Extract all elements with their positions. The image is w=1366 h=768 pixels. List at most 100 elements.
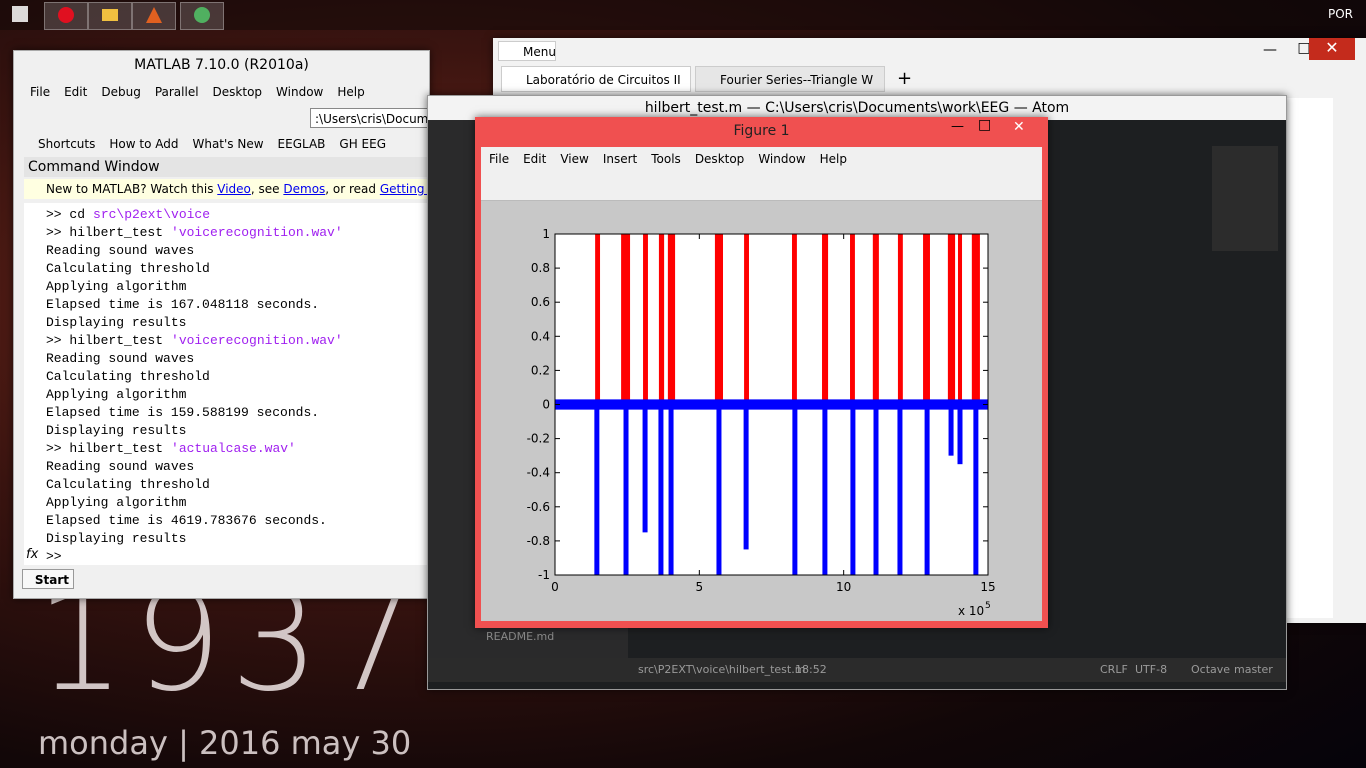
- minimize[interactable]: —: [951, 119, 964, 134]
- menu-item[interactable]: Window: [276, 85, 324, 99]
- matlab-icon[interactable]: [132, 2, 176, 30]
- output: Applying algorithm: [46, 495, 187, 510]
- command-line: Elapsed time is 159.588199 seconds.: [46, 405, 429, 423]
- output: Reading sound waves: [46, 351, 195, 366]
- output: Elapsed time is 167.048118 seconds.: [46, 297, 320, 312]
- shortcut[interactable]: EEGLAB: [277, 137, 326, 151]
- command: >> cd: [46, 207, 86, 222]
- status-item[interactable]: CRLF: [1100, 663, 1128, 676]
- shortcuts-bar: Shortcuts How to Add What's New EEGLAB GH EE…: [38, 137, 400, 151]
- output: Displaying results: [46, 423, 187, 438]
- start-button[interactable]: Start: [22, 569, 74, 589]
- minimap: [1212, 146, 1278, 251]
- link[interactable]: Demos: [283, 182, 326, 196]
- tab[interactable]: Laboratório de Circuitos II: [501, 66, 691, 92]
- menu-item[interactable]: Tools: [651, 152, 681, 166]
- output: Displaying results: [46, 315, 187, 330]
- output: Calculating threshold: [46, 261, 210, 276]
- explorer-icon[interactable]: [88, 2, 132, 30]
- command-line: Calculating threshold: [46, 261, 429, 279]
- menu-item[interactable]: Desktop: [212, 85, 263, 99]
- argument: src\p2ext\voice: [93, 207, 211, 222]
- command-line: Displaying results: [46, 423, 429, 441]
- toolbar: [481, 171, 1042, 201]
- panel-title: Command Window: [24, 157, 429, 177]
- argument: 'actualcase.wav': [171, 441, 296, 456]
- opera-icon[interactable]: [44, 2, 88, 30]
- shortcut[interactable]: GH EEG: [339, 137, 387, 151]
- page-content: [1283, 98, 1333, 618]
- menu-item[interactable]: Debug: [101, 85, 141, 99]
- command-line: Elapsed time is 4619.783676 seconds.: [46, 513, 429, 531]
- link[interactable]: Getting Started: [379, 182, 429, 196]
- shortcut[interactable]: Shortcuts: [38, 137, 96, 151]
- language: POR: [1328, 7, 1354, 21]
- command-line: >> hilbert_test 'voicerecognition.wav': [46, 333, 429, 351]
- window-title: MATLAB 7.10.0 (R2010a): [134, 57, 309, 73]
- fx-icon: fx: [26, 547, 39, 562]
- shortcut[interactable]: How to Add: [109, 137, 179, 151]
- maximize[interactable]: □: [1297, 40, 1311, 56]
- command-line: Calculating threshold: [46, 369, 429, 387]
- output: Reading sound waves: [46, 459, 195, 474]
- minimize[interactable]: —: [1263, 42, 1277, 58]
- figure-window: Figure 1 — □ ✕ File Edit View Insert Tools De…: [475, 117, 1048, 628]
- status-item[interactable]: UTF-8: [1135, 663, 1168, 676]
- menu-item[interactable]: File: [489, 152, 510, 166]
- info-text: , see: [250, 182, 284, 196]
- shortcut[interactable]: What's New: [192, 137, 264, 151]
- status-item[interactable]: src\P2EXT\voice\hilbert_test.m: [638, 663, 806, 676]
- prompt: >>: [46, 549, 62, 564]
- taskbar: POR: [0, 0, 1366, 30]
- menu-item[interactable]: Edit: [523, 152, 547, 166]
- link[interactable]: Video: [217, 182, 251, 196]
- info-text: New to MATLAB? Watch this: [46, 182, 218, 196]
- output: Reading sound waves: [46, 243, 195, 258]
- output: Applying algorithm: [46, 387, 187, 402]
- window-title: hilbert_test.m — C:\Users\cris\Documents…: [428, 96, 1286, 120]
- menu-item[interactable]: File: [30, 85, 51, 99]
- command-line: Reading sound waves: [46, 351, 429, 369]
- new-tab[interactable]: +: [897, 68, 913, 89]
- argument: 'voicerecognition.wav': [171, 225, 343, 240]
- command-line: Reading sound waves: [46, 243, 429, 261]
- close[interactable]: ✕: [1013, 119, 1025, 135]
- menu-item[interactable]: Help: [819, 152, 847, 166]
- plot-area: [481, 201, 1042, 621]
- menu-bar: File Edit View Insert Tools Desktop Window Help: [481, 147, 1042, 171]
- output: Elapsed time is 4619.783676 seconds.: [46, 513, 327, 528]
- start-button[interactable]: [12, 6, 28, 22]
- window-title: Figure 1: [733, 123, 790, 139]
- menu-item[interactable]: Parallel: [154, 85, 199, 99]
- command: >> hilbert_test: [46, 225, 164, 240]
- atom-icon[interactable]: [180, 2, 224, 30]
- menu-item[interactable]: Window: [758, 152, 806, 166]
- command: >> hilbert_test: [46, 333, 164, 348]
- command-line: Elapsed time is 167.048118 seconds.: [46, 297, 429, 315]
- command-line: Applying algorithm: [46, 495, 429, 513]
- command-line: >>: [46, 549, 429, 564]
- menu-item[interactable]: View: [560, 152, 589, 166]
- file[interactable]: README.md: [486, 630, 555, 643]
- menu-item[interactable]: Insert: [602, 152, 638, 166]
- output: Calculating threshold: [46, 369, 210, 384]
- status-item[interactable]: 18:52: [795, 663, 827, 676]
- menu-item[interactable]: Edit: [64, 85, 88, 99]
- command-line: Applying algorithm: [46, 387, 429, 405]
- output: Calculating threshold: [46, 477, 210, 492]
- command-window: >> cd src\p2ext\voice >> hilbert_test 'voic…: [24, 203, 429, 565]
- path-box[interactable]: :\Users\cris\Docume: [310, 108, 428, 128]
- command-line: >> cd src\p2ext\voice: [46, 207, 429, 225]
- status-item[interactable]: Octave: [1191, 663, 1231, 676]
- command-line: Displaying results: [46, 531, 429, 549]
- command-line: >> hilbert_test 'actualcase.wav': [46, 441, 429, 459]
- close[interactable]: ✕: [1309, 38, 1355, 60]
- tab[interactable]: Fourier Series--Triangle W: [695, 66, 885, 92]
- maximize[interactable]: □: [978, 117, 992, 133]
- status-item[interactable]: master: [1234, 663, 1273, 676]
- command-line: Calculating threshold: [46, 477, 429, 495]
- menu-item[interactable]: Desktop: [694, 152, 745, 166]
- menu-item[interactable]: Help: [337, 85, 365, 99]
- command-line: >> hilbert_test 'voicerecognition.wav': [46, 225, 429, 243]
- browser-menu[interactable]: Menu: [498, 41, 556, 61]
